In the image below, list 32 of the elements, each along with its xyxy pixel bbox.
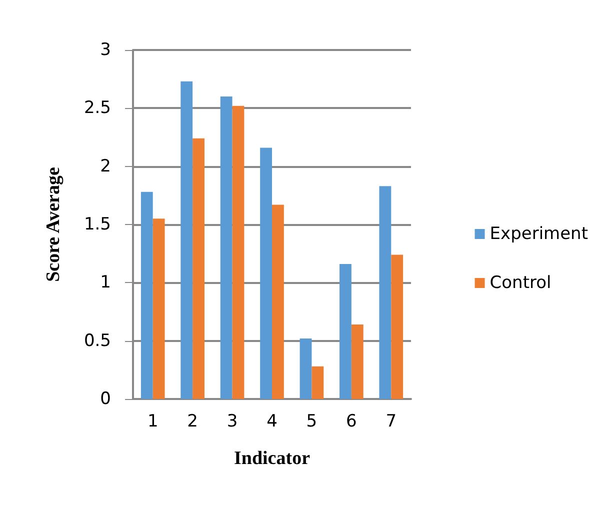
y-tick-label: 3 [100,40,111,60]
bar [272,204,284,399]
bar [192,138,204,399]
y-tick-label: 2 [100,156,111,176]
bar [312,366,324,399]
bar [180,81,193,399]
legend-label: Experiment [490,224,588,244]
y-tick-label: 0.5 [84,330,111,351]
x-tick-label: 4 [266,412,278,432]
y-axis-title: Score Average [43,167,64,282]
bar [340,264,352,399]
bar [152,218,165,399]
bar [232,106,244,399]
bar [220,96,232,399]
x-tick-label: 1 [147,412,158,432]
y-tick-label: 1 [100,272,111,293]
bar [300,338,312,399]
x-tick-label: 6 [346,412,357,432]
bar [260,148,272,399]
legend-label: Control [490,273,552,293]
bar [351,324,364,399]
x-tick-label: 5 [306,412,318,432]
bar [391,254,404,399]
x-tick-label: 7 [386,412,397,432]
bar [140,192,153,399]
x-tick-label: 2 [187,412,198,432]
x-axis-title: Indicator [234,448,311,469]
y-tick-label: 1.5 [84,214,111,234]
x-tick-label: 3 [226,412,238,432]
y-tick-label: 0 [100,389,111,409]
y-tick-label: 2.5 [84,98,111,118]
bar [379,186,392,399]
